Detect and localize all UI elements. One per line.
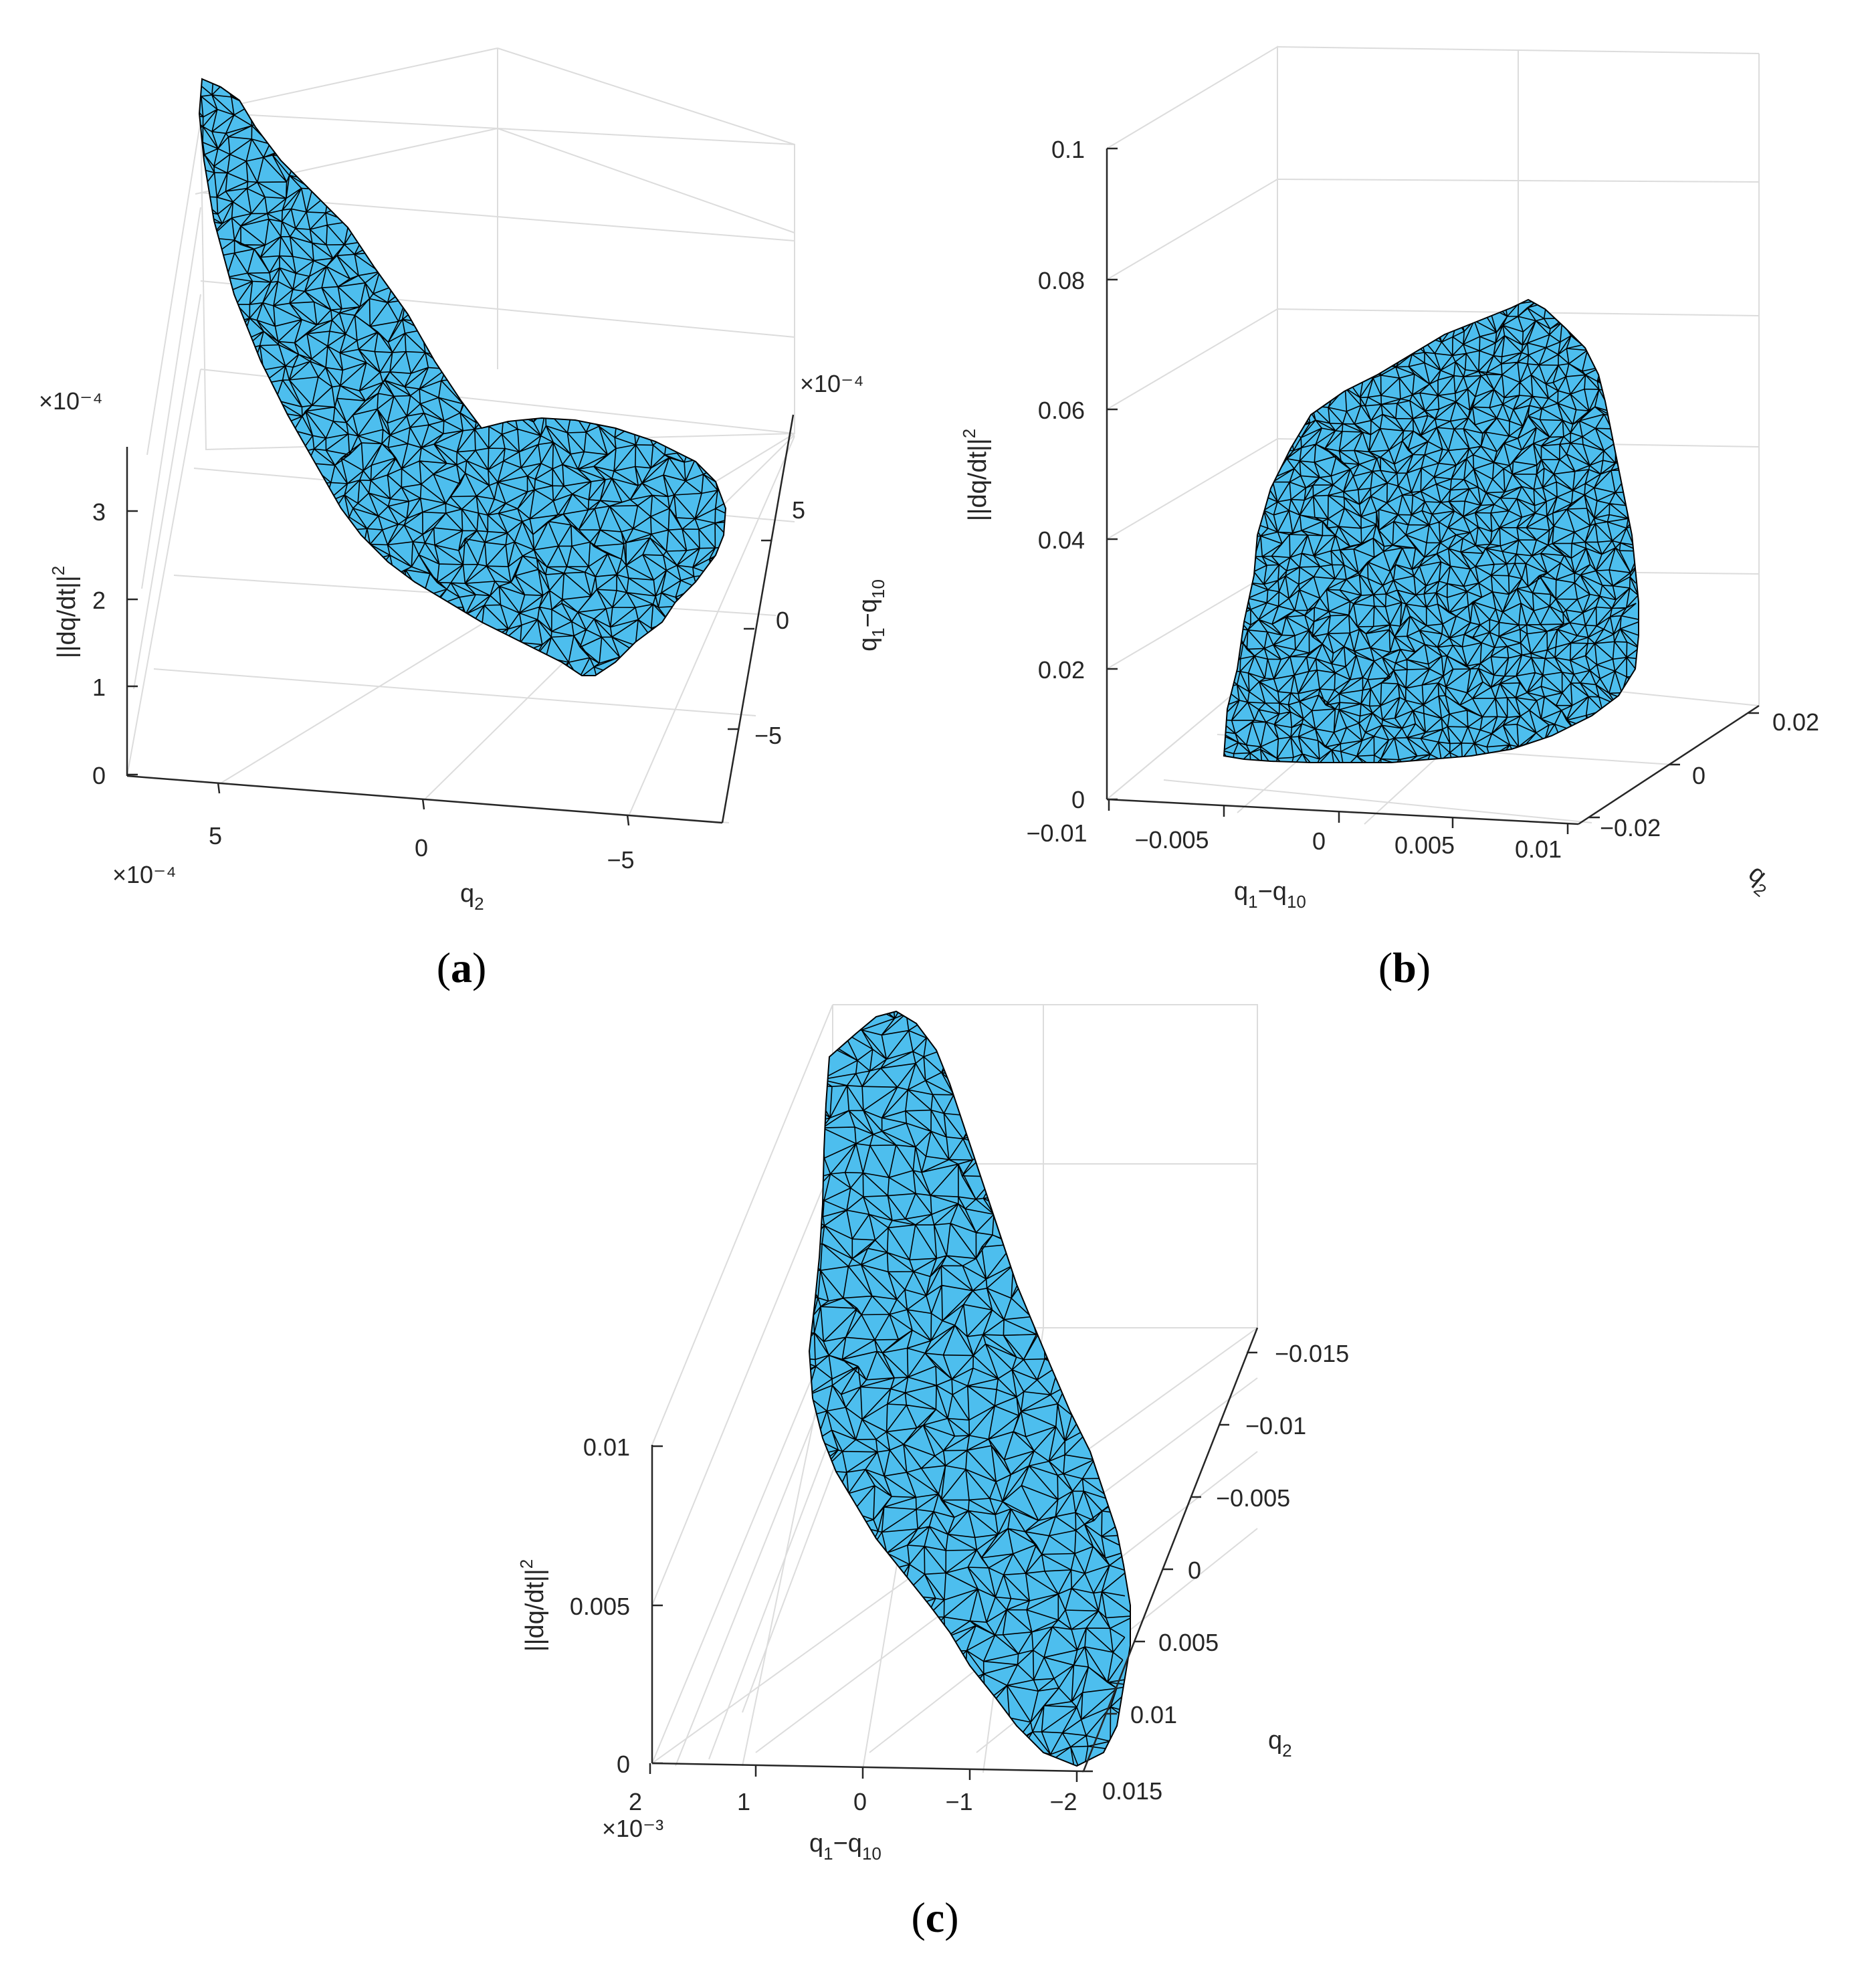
panel-b-z-label: ||dq/dt||2 (959, 429, 992, 521)
panel-a-z-label: ||dq/dt||2 (48, 566, 81, 658)
panel-c: 0 0.005 0.01 ||dq/dt||2 2 1 0 −1 −2 ×10⁻… (516, 1004, 1349, 1941)
panel-b-y-label: q2 (1739, 860, 1779, 901)
panel-c-y-tick-6: 0.015 (1102, 1777, 1162, 1805)
panel-c-y-tick-2: −0.005 (1216, 1484, 1290, 1512)
panel-b-x-tick-4: 0.01 (1515, 835, 1562, 863)
panel-c-z-label: ||dq/dt||2 (516, 1559, 549, 1652)
panel-b: 0 0.02 0.04 0.06 0.08 0.1 ||dq/dt||2 −0.… (959, 45, 1819, 991)
panel-b-surface (1223, 298, 1639, 763)
panel-c-y-label: q2 (1268, 1726, 1292, 1761)
panel-a-z-tick-0: 0 (92, 762, 106, 789)
panel-b-z-tick-4: 0.08 (1038, 267, 1085, 294)
panel-b-y-tick-0: −0.02 (1600, 814, 1661, 841)
panel-c-x-exponent: ×10⁻³ (602, 1815, 663, 1842)
panel-a-x-exponent: ×10⁻⁴ (112, 861, 177, 888)
panel-c-z-tick-1: 0.005 (570, 1593, 630, 1620)
panel-b-x-tick-2: 0 (1312, 827, 1326, 855)
panel-c-y-tick-3: 0 (1188, 1557, 1201, 1584)
panel-b-z-tick-5: 0.1 (1051, 136, 1085, 163)
panel-a: 0 1 2 3 ×10⁻⁴ ||dq/dt||2 5 0 −5 ×10⁻⁴ q2… (39, 47, 888, 991)
panel-b-y-tick-2: 0.02 (1772, 708, 1819, 736)
panel-c-y-tick-0: −0.015 (1275, 1340, 1349, 1367)
panel-c-x-tick-0: 2 (629, 1788, 642, 1815)
panel-a-z-tick-2: 2 (92, 587, 106, 614)
panel-b-caption: (b) (1378, 944, 1431, 991)
panel-b-x-tick-0: −0.01 (1026, 819, 1087, 847)
panel-b-z-tick-3: 0.06 (1038, 397, 1085, 424)
panel-c-caption: (c) (911, 1894, 958, 1941)
panel-b-z-tick-0: 0 (1071, 786, 1085, 813)
panel-c-x-tick-4: −2 (1049, 1788, 1077, 1815)
panel-c-x-tick-2: 0 (853, 1788, 867, 1815)
panel-c-surface (808, 1010, 1131, 1767)
panel-a-y-tick-1: 0 (776, 607, 789, 634)
panel-b-z-tick-2: 0.04 (1038, 526, 1085, 554)
panel-a-y-exponent: ×10⁻⁴ (800, 370, 864, 397)
panel-c-y-tick-4: 0.005 (1158, 1629, 1219, 1656)
panel-c-y-tick-1: −0.01 (1245, 1412, 1306, 1439)
panel-c-y-tick-5: 0.01 (1130, 1701, 1177, 1728)
panel-a-x-tick-0: 5 (209, 822, 222, 850)
panel-b-x-label: q1−q10 (1234, 878, 1306, 912)
panel-c-axes: 0 0.005 0.01 ||dq/dt||2 2 1 0 −1 −2 ×10⁻… (516, 1327, 1349, 1864)
panel-a-surface-patch (198, 78, 727, 676)
panel-c-z-tick-0: 0 (617, 1751, 630, 1778)
panel-c-x-tick-3: −1 (945, 1788, 972, 1815)
panel-c-z-tick-2: 0.01 (583, 1433, 630, 1461)
panel-a-x-tick-2: −5 (607, 846, 634, 874)
panel-a-x-label: q2 (460, 880, 484, 914)
panel-c-surface-patch (808, 1010, 1131, 1767)
panel-b-x-tick-1: −0.005 (1134, 826, 1209, 854)
panel-b-z-tick-1: 0.02 (1038, 656, 1085, 684)
panel-a-z-tick-3: 3 (92, 498, 106, 526)
panel-a-caption: (a) (437, 944, 487, 991)
panel-a-axes: 0 1 2 3 ×10⁻⁴ ||dq/dt||2 5 0 −5 ×10⁻⁴ q2… (39, 370, 888, 914)
panel-c-x-label: q1−q10 (809, 1829, 882, 1864)
panel-a-y-tick-2: −5 (754, 722, 782, 749)
panel-a-x-tick-1: 0 (415, 834, 428, 862)
panel-a-y-tick-0: 5 (792, 496, 805, 524)
panel-b-y-tick-1: 0 (1692, 762, 1705, 789)
panel-b-x-tick-3: 0.005 (1394, 831, 1455, 859)
panel-a-y-label: q1−q10 (854, 579, 888, 652)
panel-a-z-tick-1: 1 (92, 674, 106, 701)
panel-c-x-tick-1: 1 (737, 1788, 750, 1815)
panel-a-z-exponent: ×10⁻⁴ (39, 387, 103, 415)
